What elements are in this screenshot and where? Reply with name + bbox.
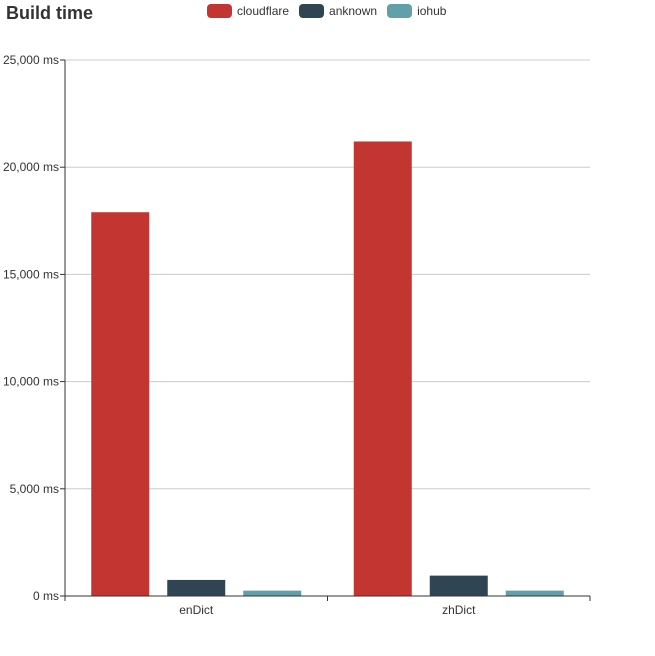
x-tick-label: enDict: [179, 603, 214, 617]
y-tick-label: 10,000 ms: [3, 375, 59, 389]
y-tick-label: 20,000 ms: [3, 160, 59, 174]
legend-label-iohub: iohub: [417, 4, 447, 18]
x-tick-label: zhDict: [442, 603, 476, 617]
bar-iohub-zhDict[interactable]: [505, 590, 564, 596]
legend-item-anknown[interactable]: anknown: [299, 4, 377, 18]
legend-label-cloudflare: cloudflare: [237, 4, 290, 18]
bar-iohub-enDict[interactable]: [243, 590, 302, 596]
legend-swatch-anknown: [299, 4, 325, 18]
bar-anknown-enDict[interactable]: [167, 579, 226, 596]
chart-legend: cloudflare anknown iohub: [207, 4, 456, 18]
y-tick-label: 0 ms: [33, 589, 59, 603]
bar-anknown-zhDict[interactable]: [429, 575, 488, 596]
y-tick-label: 5,000 ms: [10, 482, 59, 496]
legend-label-anknown: anknown: [329, 4, 378, 18]
legend-swatch-iohub: [387, 4, 413, 18]
bar-cloudflare-zhDict[interactable]: [353, 141, 412, 597]
bar-cloudflare-enDict[interactable]: [91, 212, 150, 596]
legend-swatch-cloudflare: [207, 4, 232, 18]
y-tick-label: 25,000 ms: [3, 53, 59, 67]
y-tick-label: 15,000 ms: [3, 267, 59, 281]
chart-title: Build time: [6, 3, 94, 23]
legend-item-iohub[interactable]: iohub: [387, 4, 446, 18]
legend-item-cloudflare[interactable]: cloudflare: [207, 4, 289, 18]
